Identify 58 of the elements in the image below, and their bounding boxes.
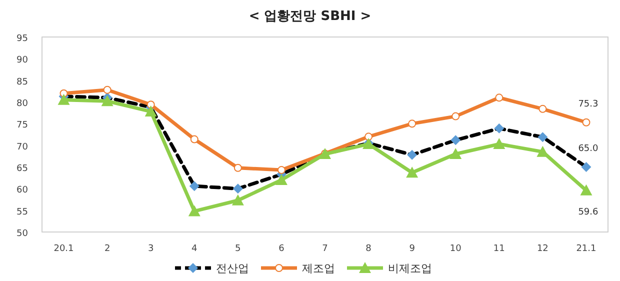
x-tick-label: 5 [235, 244, 241, 254]
point [493, 138, 506, 150]
point [494, 123, 504, 134]
point [495, 94, 504, 102]
point [408, 120, 416, 128]
point [407, 150, 418, 160]
point [190, 135, 198, 144]
point [452, 112, 460, 120]
point [406, 166, 418, 178]
y-tick-label: 70 [16, 142, 28, 152]
legend-label: 전산업 [216, 262, 249, 275]
point [189, 181, 200, 192]
point [144, 106, 157, 117]
x-tick-label: 11 [493, 244, 505, 254]
point [582, 118, 590, 126]
x-tick-label: 4 [192, 244, 198, 254]
point [581, 162, 592, 172]
chart-title: < 업황전망 SBHI > [248, 9, 372, 24]
y-tick-label: 55 [16, 207, 28, 218]
point [538, 132, 548, 142]
y-tick-label: 85 [16, 77, 28, 88]
legend-label: 비제조업 [388, 262, 432, 275]
x-tick-label: 3 [148, 244, 154, 254]
point [232, 184, 243, 194]
x-tick-label: 8 [366, 244, 372, 254]
point [232, 194, 244, 206]
y-tick-label: 90 [16, 56, 28, 66]
x-tick-label: 10 [450, 244, 462, 254]
legend-label: 제조업 [302, 262, 335, 275]
point [450, 148, 462, 159]
point [188, 205, 200, 216]
x-tick-label: 21.1 [576, 244, 596, 254]
x-tick-label: 6 [278, 244, 285, 254]
y-tick-label: 65 [16, 164, 28, 174]
point [275, 174, 288, 185]
x-tick-label: 7 [322, 244, 328, 254]
x-tick-label: 9 [409, 244, 416, 254]
x-tick-label: 2 [104, 244, 110, 254]
x-tick-label: 20.1 [54, 244, 74, 254]
point [103, 86, 112, 94]
x-tick-label: 12 [536, 244, 548, 254]
data-label: 75.3 [578, 99, 598, 110]
data-label: 65.0 [578, 144, 599, 154]
y-tick-label: 50 [16, 229, 28, 239]
point [58, 94, 70, 105]
y-tick-label: 60 [16, 186, 28, 196]
point [146, 100, 155, 109]
point [450, 135, 461, 146]
point [101, 95, 114, 106]
data-label: 59.6 [578, 207, 599, 218]
point [538, 104, 547, 113]
point [234, 164, 242, 172]
point [580, 184, 592, 196]
y-tick-label: 75 [16, 120, 28, 131]
point [364, 132, 373, 141]
y-tick-label: 95 [16, 34, 28, 44]
point [277, 166, 286, 174]
y-tick-label: 80 [16, 99, 28, 109]
